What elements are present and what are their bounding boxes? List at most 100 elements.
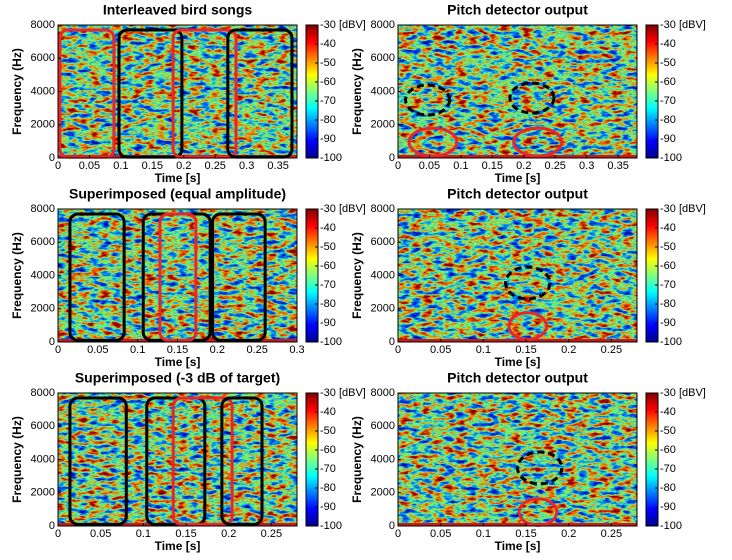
x-tick-label: 0.1 xyxy=(476,528,491,540)
region-box xyxy=(58,28,116,159)
colorbar-tick-label: -30 [dBV] xyxy=(320,203,366,215)
y-tick-label: 0 xyxy=(49,152,55,164)
chart-title: Superimposed (equal amplitude) xyxy=(69,186,286,202)
x-axis-label: Time [s] xyxy=(155,355,201,369)
y-tick-label: 8000 xyxy=(31,387,55,399)
chart-title: Interleaved bird songs xyxy=(103,2,253,18)
low-band xyxy=(398,339,637,342)
colorbar-tick-label: -70 xyxy=(320,95,336,107)
colorbar-tick-label: -90 xyxy=(320,133,336,145)
y-tick-label: 0 xyxy=(389,520,395,532)
y-tick-label: 8000 xyxy=(31,19,55,31)
colorbar-tick-label: -60 xyxy=(660,260,676,272)
colorbar-tick-label: -90 xyxy=(320,317,336,329)
colorbar-tick-label: -30 [dBV] xyxy=(320,387,366,399)
y-axis-label: Frequency (Hz) xyxy=(10,48,24,135)
colorbar xyxy=(645,392,659,527)
region-box xyxy=(211,212,267,342)
y-tick-label: 0 xyxy=(389,152,395,164)
colorbar-tick-label: -80 xyxy=(320,114,336,126)
x-axis-label: Time [s] xyxy=(495,539,541,553)
colorbar-tick-label: -60 xyxy=(660,76,676,88)
colorbar-tick-label: -30 [dBV] xyxy=(660,387,706,399)
y-tick-label: 2000 xyxy=(31,303,55,315)
region-ellipse xyxy=(516,450,564,486)
colorbar-tick-label: -100 xyxy=(320,152,342,164)
x-tick-label: 0.3 xyxy=(579,160,594,172)
colorbar-tick-label: -30 [dBV] xyxy=(320,19,366,31)
region-ellipse xyxy=(517,497,559,527)
colorbar-tick-label: -100 xyxy=(660,336,682,348)
x-tick-label: 0.15 xyxy=(142,160,163,172)
x-tick-label: 0.3 xyxy=(239,160,254,172)
colorbar-tick-label: -40 xyxy=(320,222,336,234)
colorbar-tick-label: -70 xyxy=(320,279,336,291)
region-box xyxy=(68,212,126,342)
x-tick-label: 0.25 xyxy=(601,344,622,356)
colorbar-tick-label: -60 xyxy=(320,444,336,456)
x-axis-label: Time [s] xyxy=(155,171,201,185)
x-tick-label: 0 xyxy=(395,344,401,356)
y-tick-label: 6000 xyxy=(31,52,55,64)
colorbar-tick-label: -80 xyxy=(320,482,336,494)
x-tick-label: 0.3 xyxy=(289,344,304,356)
region-box xyxy=(117,28,184,159)
x-axis-label: Time [s] xyxy=(495,355,541,369)
colorbar-tick-label: -70 xyxy=(660,95,676,107)
low-band xyxy=(398,523,637,526)
x-tick-label: 0 xyxy=(55,344,61,356)
region-box xyxy=(220,396,264,526)
x-tick-label: 0.2 xyxy=(516,160,531,172)
region-box xyxy=(171,28,238,159)
region-ellipse xyxy=(407,126,459,158)
x-axis-label: Time [s] xyxy=(495,171,541,185)
y-axis-label: Frequency (Hz) xyxy=(350,232,364,319)
y-tick-label: 0 xyxy=(49,520,55,532)
colorbar-tick-label: -30 [dBV] xyxy=(660,203,706,215)
colorbar-tick-label: -40 xyxy=(320,406,336,418)
colorbar-tick-label: -40 xyxy=(320,38,336,50)
y-tick-label: 6000 xyxy=(31,420,55,432)
x-tick-label: 0.25 xyxy=(205,160,226,172)
colorbar-tick-label: -100 xyxy=(320,336,342,348)
colorbar-tick-label: -50 xyxy=(660,57,676,69)
colorbar-tick-label: -90 xyxy=(660,317,676,329)
y-axis-label: Frequency (Hz) xyxy=(350,48,364,135)
y-tick-label: 4000 xyxy=(31,85,55,97)
spectrogram-image xyxy=(58,209,297,342)
x-tick-label: 0.05 xyxy=(87,344,108,356)
y-tick-label: 0 xyxy=(389,336,395,348)
x-tick-label: 0.1 xyxy=(453,160,468,172)
x-tick-label: 0.2 xyxy=(221,528,236,540)
x-tick-label: 0.15 xyxy=(175,528,196,540)
y-axis-label: Frequency (Hz) xyxy=(10,232,24,319)
spectrogram-image xyxy=(398,25,637,158)
colorbar-tick-label: -40 xyxy=(660,406,676,418)
y-tick-label: 8000 xyxy=(371,203,395,215)
y-tick-label: 4000 xyxy=(371,269,395,281)
x-tick-label: 0.15 xyxy=(515,344,536,356)
x-tick-label: 0.35 xyxy=(607,160,628,172)
spectrogram-image xyxy=(58,25,297,158)
colorbar-tick-label: -50 xyxy=(660,241,676,253)
colorbar-tick-label: -80 xyxy=(660,114,676,126)
colorbar-tick-label: -70 xyxy=(320,463,336,475)
colorbar-tick-label: -60 xyxy=(660,444,676,456)
colorbar-tick-label: -70 xyxy=(660,463,676,475)
y-tick-label: 8000 xyxy=(31,203,55,215)
colorbar-tick-label: -50 xyxy=(660,425,676,437)
y-tick-label: 2000 xyxy=(371,487,395,499)
x-tick-label: 0.15 xyxy=(167,344,188,356)
colorbar-tick-label: -90 xyxy=(320,501,336,513)
y-tick-label: 8000 xyxy=(371,387,395,399)
y-tick-label: 2000 xyxy=(31,119,55,131)
colorbar-tick-label: -40 xyxy=(660,38,676,50)
x-tick-label: 0.05 xyxy=(430,528,451,540)
y-tick-label: 2000 xyxy=(371,119,395,131)
colorbar-tick-label: -30 [dBV] xyxy=(660,19,706,31)
x-tick-label: 0.2 xyxy=(210,344,225,356)
y-tick-label: 6000 xyxy=(371,52,395,64)
colorbar-tick-label: -50 xyxy=(320,425,336,437)
x-tick-label: 0.2 xyxy=(561,528,576,540)
